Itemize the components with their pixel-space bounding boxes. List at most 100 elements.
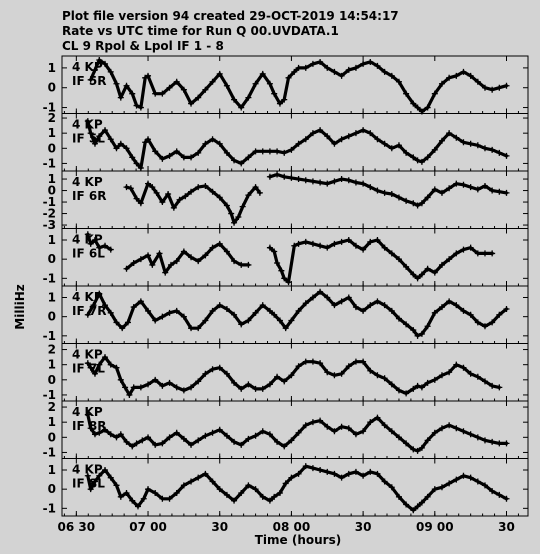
- data-point: [324, 423, 331, 430]
- y-tick-label: 1: [48, 61, 56, 75]
- data-point: [281, 443, 288, 450]
- data-point: [317, 58, 324, 65]
- data-point: [281, 149, 288, 156]
- data-point: [352, 242, 359, 249]
- data-point: [274, 438, 281, 445]
- data-point: [137, 256, 144, 263]
- y-tick-label: 2: [48, 343, 56, 357]
- data-point: [403, 197, 410, 204]
- data-point: [496, 311, 503, 318]
- data-point: [117, 493, 124, 500]
- data-point: [395, 493, 402, 500]
- data-point: [367, 238, 374, 245]
- data-point: [302, 463, 309, 470]
- data-point: [152, 317, 159, 324]
- data-point: [331, 140, 338, 147]
- data-point: [302, 177, 309, 184]
- data-point: [216, 426, 223, 433]
- panel-label-source: 4 KP: [72, 348, 103, 362]
- data-point: [403, 440, 410, 447]
- data-point: [182, 193, 189, 200]
- data-point: [216, 240, 223, 247]
- data-point: [331, 302, 338, 309]
- data-point: [107, 246, 114, 253]
- data-point: [410, 100, 417, 107]
- y-tick-label: -1: [43, 271, 56, 285]
- data-point: [309, 465, 316, 472]
- y-tick-label: 2: [48, 111, 56, 125]
- data-point: [281, 173, 288, 180]
- data-point: [282, 325, 289, 332]
- data-point: [188, 478, 195, 485]
- data-point: [223, 491, 230, 498]
- data-point: [317, 288, 324, 295]
- data-point: [410, 154, 417, 161]
- data-point: [481, 378, 488, 385]
- data-point: [374, 372, 381, 379]
- data-point: [438, 304, 445, 311]
- data-point: [381, 422, 388, 429]
- data-point: [295, 307, 302, 314]
- data-point: [102, 467, 109, 473]
- data-point: [129, 497, 136, 504]
- data-point: [431, 186, 438, 193]
- data-point: [271, 493, 278, 500]
- data-point: [209, 366, 216, 373]
- data-point: [96, 290, 103, 297]
- data-point: [162, 269, 169, 276]
- data-point: [90, 302, 97, 309]
- data-point: [202, 370, 209, 377]
- data-point: [235, 214, 242, 220]
- data-point: [84, 472, 91, 479]
- data-point: [460, 68, 467, 75]
- data-point: [374, 237, 381, 243]
- data-point: [152, 90, 159, 97]
- data-point: [149, 261, 156, 268]
- data-point: [395, 315, 402, 322]
- data-point: [467, 72, 474, 79]
- data-point: [117, 94, 124, 101]
- data-point: [424, 437, 431, 444]
- data-point: [418, 330, 425, 337]
- data-point: [252, 148, 259, 155]
- data-point: [338, 474, 345, 481]
- data-point: [84, 311, 91, 318]
- data-point: [167, 261, 174, 268]
- data-point: [503, 306, 510, 312]
- data-point: [453, 250, 460, 257]
- data-point: [223, 370, 230, 377]
- data-point: [374, 136, 381, 143]
- data-point: [137, 164, 144, 171]
- data-point: [113, 80, 120, 87]
- data-point: [96, 133, 103, 140]
- data-point: [403, 321, 410, 328]
- data-point: [438, 137, 445, 144]
- data-point: [446, 369, 453, 376]
- data-point: [274, 260, 281, 266]
- data-point: [87, 486, 94, 493]
- data-point: [446, 185, 453, 192]
- data-point: [96, 56, 103, 63]
- data-point: [309, 130, 316, 137]
- data-point: [285, 279, 292, 286]
- data-point: [410, 446, 417, 453]
- data-point: [102, 426, 109, 433]
- data-point: [252, 80, 259, 87]
- data-point: [481, 250, 488, 257]
- data-point: [87, 364, 94, 371]
- panel-label-if: IF 6R: [72, 189, 106, 203]
- data-point: [133, 102, 140, 109]
- data-point: [388, 72, 395, 79]
- data-point: [388, 381, 395, 388]
- y-tick-label: 2: [48, 400, 56, 414]
- data-point: [142, 139, 149, 146]
- data-point: [87, 76, 94, 83]
- data-point: [133, 440, 140, 447]
- panel-label-source: 4 KP: [72, 233, 103, 247]
- series-line: [86, 464, 509, 512]
